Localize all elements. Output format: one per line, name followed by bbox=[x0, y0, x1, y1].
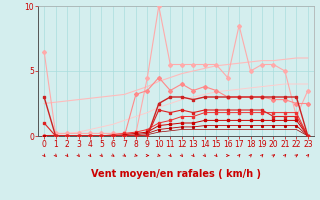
X-axis label: Vent moyen/en rafales ( km/h ): Vent moyen/en rafales ( km/h ) bbox=[91, 169, 261, 179]
